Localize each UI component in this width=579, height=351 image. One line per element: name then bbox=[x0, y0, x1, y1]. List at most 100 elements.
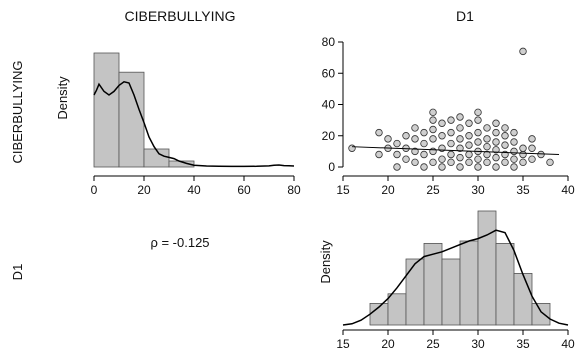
scatter-point bbox=[501, 132, 509, 140]
histogram-bar bbox=[118, 71, 145, 168]
scatter-point bbox=[492, 146, 500, 154]
scatter-points bbox=[348, 47, 554, 171]
histogram-bar bbox=[93, 52, 120, 168]
scatter-panel: 15 20 25 30 35 40 0 20 40 60 80 bbox=[322, 35, 575, 197]
scatter-point bbox=[510, 155, 518, 163]
histogram-bars bbox=[93, 52, 195, 168]
scatter-point bbox=[519, 158, 527, 167]
scatter-point bbox=[411, 158, 419, 167]
y-tick-label: 40 bbox=[322, 98, 336, 112]
scatter-point bbox=[465, 158, 473, 167]
x-tick-label: 40 bbox=[187, 183, 201, 197]
histogram-bar bbox=[387, 293, 407, 326]
x-tick-label: 20 bbox=[381, 337, 395, 351]
scatter-point bbox=[519, 144, 527, 152]
scatter-point bbox=[510, 138, 518, 146]
scatter-point bbox=[447, 150, 455, 159]
scatter-point bbox=[438, 155, 446, 163]
scatter-point bbox=[447, 158, 455, 167]
scatter-point bbox=[420, 139, 428, 148]
x-tick-label: 15 bbox=[336, 183, 350, 197]
scatter-point bbox=[393, 163, 401, 171]
row-title-d1: D1 bbox=[10, 264, 25, 281]
x-tick-label: 30 bbox=[471, 337, 485, 351]
scatter-point bbox=[384, 135, 392, 143]
scatter-point bbox=[438, 119, 446, 127]
scatter-point bbox=[375, 128, 383, 137]
scatter-point bbox=[429, 125, 437, 134]
density-curve bbox=[342, 229, 569, 326]
scatter-point bbox=[510, 147, 518, 156]
scatter-point bbox=[420, 163, 428, 171]
y-tick-label: 80 bbox=[322, 35, 336, 49]
histogram-bar bbox=[168, 160, 195, 168]
histogram-bar bbox=[405, 258, 425, 326]
scatter-point bbox=[474, 108, 482, 117]
scatter-point bbox=[420, 150, 428, 159]
scatter-point bbox=[474, 138, 482, 146]
scatter-point bbox=[447, 139, 455, 148]
scatter-point bbox=[465, 141, 473, 149]
x-tick-label: 30 bbox=[471, 183, 485, 197]
x-tick-label: 20 bbox=[381, 183, 395, 197]
column-title-ciberbullying: CIBERBULLYING bbox=[125, 8, 236, 24]
scatter-point bbox=[483, 135, 491, 143]
x-tick-label: 40 bbox=[561, 337, 575, 351]
scatter-point bbox=[375, 150, 383, 159]
scatter-point bbox=[420, 128, 428, 137]
scatter-point bbox=[501, 124, 509, 132]
scatter-point bbox=[483, 158, 491, 167]
scatter-point bbox=[474, 155, 482, 163]
x-axis: 0 20 40 60 80 bbox=[91, 175, 301, 197]
scatter-point bbox=[510, 128, 518, 137]
histogram-bar bbox=[495, 242, 515, 326]
x-axis: 15 20 25 30 35 40 bbox=[336, 329, 575, 351]
scatter-point bbox=[429, 135, 437, 143]
scatter-point bbox=[447, 128, 455, 137]
scatter-point bbox=[348, 144, 356, 152]
y-axis-label-density: Density bbox=[318, 240, 333, 284]
scatter-point bbox=[483, 142, 491, 151]
histogram-bar bbox=[513, 272, 533, 326]
y-tick-label: 60 bbox=[322, 66, 336, 80]
scatter-point bbox=[465, 150, 473, 159]
x-tick-label: 35 bbox=[516, 337, 530, 351]
scatter-point bbox=[402, 155, 410, 163]
scatter-point bbox=[537, 150, 545, 159]
x-tick-label: 80 bbox=[287, 183, 301, 197]
scatter-point bbox=[492, 153, 500, 162]
scatter-point bbox=[528, 155, 536, 163]
scatter-point bbox=[492, 163, 500, 171]
scatter-point bbox=[501, 158, 509, 167]
column-title-d1: D1 bbox=[456, 8, 474, 24]
scatter-point bbox=[546, 158, 554, 167]
x-axis: 15 20 25 30 35 40 bbox=[336, 175, 575, 197]
scatter-point bbox=[483, 124, 491, 132]
scatter-point bbox=[411, 147, 419, 156]
histogram-bar bbox=[531, 302, 551, 326]
histogram-bar bbox=[441, 258, 461, 326]
histogram-panel-ciberbullying: Density 0 20 40 60 80 bbox=[55, 52, 301, 197]
scatter-point bbox=[483, 150, 491, 159]
scatter-point bbox=[429, 116, 437, 124]
histogram-panel-d1: Density 15 20 25 30 35 40 bbox=[318, 210, 575, 351]
scatter-point bbox=[492, 119, 500, 127]
scatter-point bbox=[411, 124, 419, 132]
scatter-point bbox=[456, 153, 464, 162]
histogram-bar bbox=[477, 210, 497, 326]
density-curve bbox=[93, 80, 295, 168]
scatter-point bbox=[411, 135, 419, 143]
histogram-bar bbox=[143, 148, 170, 168]
y-axis: 0 20 40 60 80 bbox=[322, 35, 344, 174]
scatter-point bbox=[447, 116, 455, 124]
scatter-point bbox=[456, 163, 464, 171]
scatter-point bbox=[438, 163, 446, 171]
scatter-point bbox=[474, 116, 482, 124]
row-title-ciberbullying: CIBERBULLYING bbox=[10, 60, 25, 163]
histogram-bars bbox=[369, 210, 551, 326]
x-tick-label: 25 bbox=[426, 183, 440, 197]
scatter-point bbox=[393, 150, 401, 159]
scatter-point bbox=[519, 47, 527, 56]
scatter-point bbox=[492, 138, 500, 146]
